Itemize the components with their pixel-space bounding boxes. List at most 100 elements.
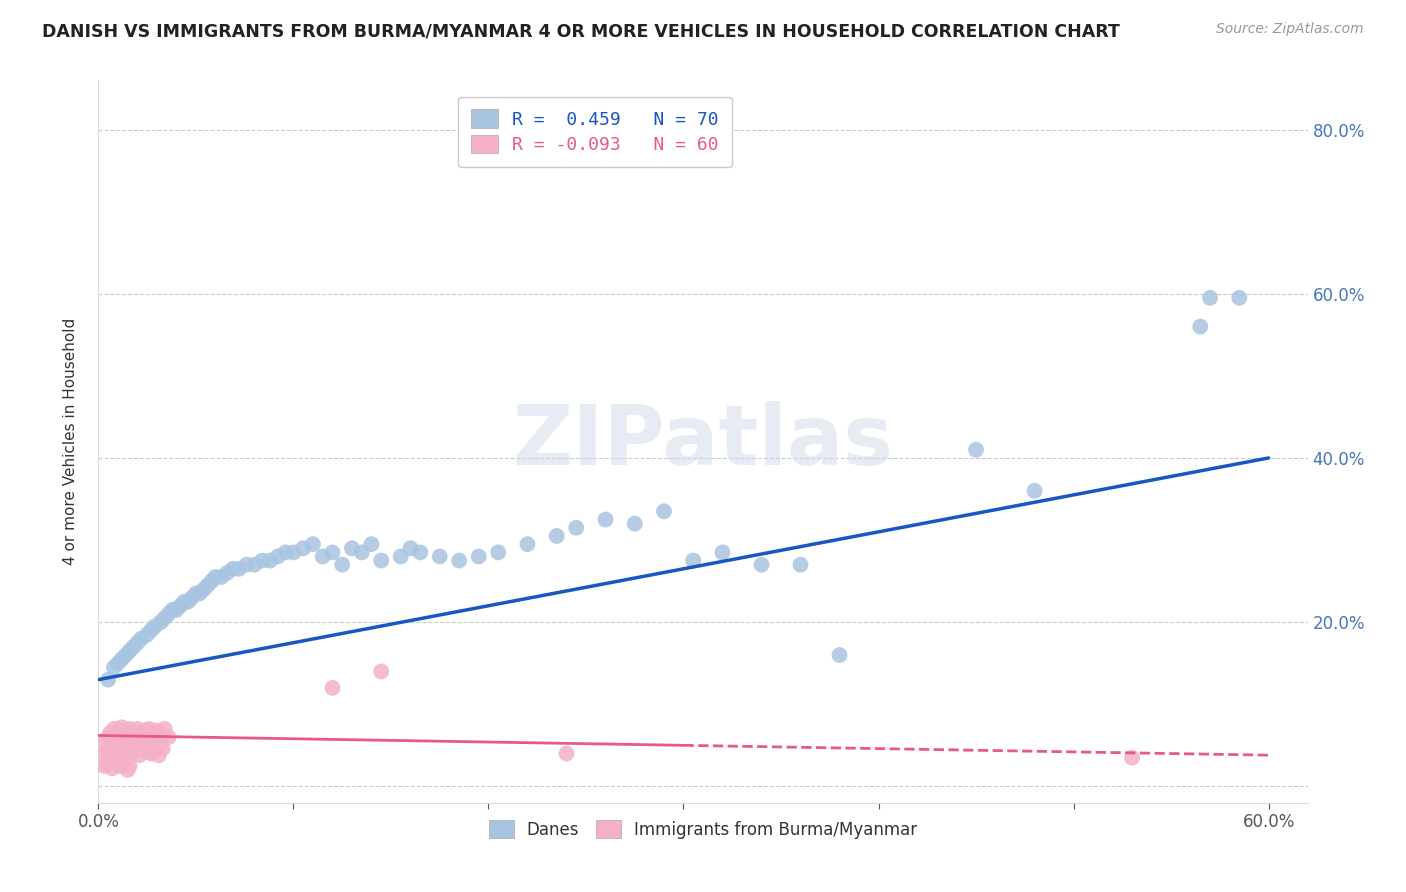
- Point: [143, 619, 166, 633]
- Point: [243, 558, 266, 572]
- Point: [1189, 319, 1212, 334]
- Point: [124, 743, 146, 757]
- Point: [139, 731, 162, 746]
- Point: [623, 516, 645, 531]
- Point: [108, 723, 131, 738]
- Point: [486, 545, 509, 559]
- Point: [188, 586, 211, 600]
- Point: [516, 537, 538, 551]
- Point: [157, 730, 180, 744]
- Point: [134, 723, 156, 738]
- Point: [103, 660, 125, 674]
- Point: [143, 743, 166, 757]
- Point: [193, 582, 215, 597]
- Point: [107, 729, 129, 743]
- Point: [389, 549, 412, 564]
- Point: [128, 748, 150, 763]
- Point: [965, 442, 987, 457]
- Point: [101, 734, 124, 748]
- Point: [136, 734, 159, 748]
- Point: [399, 541, 422, 556]
- Point: [103, 722, 125, 736]
- Point: [565, 521, 588, 535]
- Point: [142, 726, 165, 740]
- Point: [449, 553, 471, 567]
- Text: ZIPatlas: ZIPatlas: [513, 401, 893, 482]
- Point: [222, 562, 245, 576]
- Point: [340, 541, 363, 556]
- Point: [139, 747, 162, 761]
- Point: [112, 756, 135, 771]
- Point: [138, 722, 160, 736]
- Point: [409, 545, 432, 559]
- Point: [101, 761, 124, 775]
- Point: [235, 558, 257, 572]
- Point: [711, 545, 734, 559]
- Point: [546, 529, 568, 543]
- Point: [292, 541, 315, 556]
- Point: [184, 586, 207, 600]
- Point: [259, 553, 281, 567]
- Point: [467, 549, 489, 564]
- Point: [267, 549, 290, 564]
- Point: [131, 726, 153, 740]
- Point: [136, 745, 159, 759]
- Point: [98, 726, 121, 740]
- Point: [118, 722, 141, 736]
- Point: [103, 747, 125, 761]
- Point: [93, 747, 115, 761]
- Point: [1227, 291, 1250, 305]
- Point: [312, 549, 335, 564]
- Point: [104, 731, 127, 746]
- Point: [828, 648, 851, 662]
- Point: [360, 537, 382, 551]
- Point: [173, 594, 195, 608]
- Point: [117, 763, 139, 777]
- Point: [114, 726, 136, 740]
- Point: [146, 723, 169, 738]
- Point: [122, 726, 145, 740]
- Point: [111, 720, 134, 734]
- Point: [1121, 750, 1143, 764]
- Point: [117, 730, 139, 744]
- Point: [177, 594, 200, 608]
- Point: [274, 545, 297, 559]
- Point: [107, 743, 129, 757]
- Point: [121, 734, 143, 748]
- Point: [152, 741, 174, 756]
- Point: [217, 566, 239, 580]
- Text: DANISH VS IMMIGRANTS FROM BURMA/MYANMAR 4 OR MORE VEHICLES IN HOUSEHOLD CORRELAT: DANISH VS IMMIGRANTS FROM BURMA/MYANMAR …: [42, 22, 1121, 40]
- Point: [136, 627, 159, 641]
- Point: [104, 755, 127, 769]
- Point: [1199, 291, 1222, 305]
- Point: [751, 558, 773, 572]
- Point: [370, 665, 392, 679]
- Point: [132, 730, 155, 744]
- Point: [122, 640, 145, 654]
- Point: [153, 722, 176, 736]
- Legend: Danes, Immigrants from Burma/Myanmar: Danes, Immigrants from Burma/Myanmar: [478, 811, 928, 848]
- Point: [350, 545, 373, 559]
- Point: [197, 578, 219, 592]
- Point: [429, 549, 451, 564]
- Point: [321, 545, 343, 559]
- Point: [209, 570, 232, 584]
- Point: [97, 756, 120, 771]
- Point: [143, 730, 166, 744]
- Point: [111, 652, 134, 666]
- Point: [127, 636, 149, 650]
- Point: [118, 759, 141, 773]
- Point: [101, 742, 124, 756]
- Point: [139, 624, 162, 638]
- Point: [200, 574, 222, 588]
- Point: [108, 759, 131, 773]
- Point: [181, 591, 204, 605]
- Point: [118, 644, 141, 658]
- Point: [112, 741, 135, 756]
- Point: [555, 747, 578, 761]
- Point: [132, 741, 155, 756]
- Point: [370, 553, 392, 567]
- Point: [149, 615, 172, 630]
- Point: [1024, 483, 1046, 498]
- Point: [149, 734, 172, 748]
